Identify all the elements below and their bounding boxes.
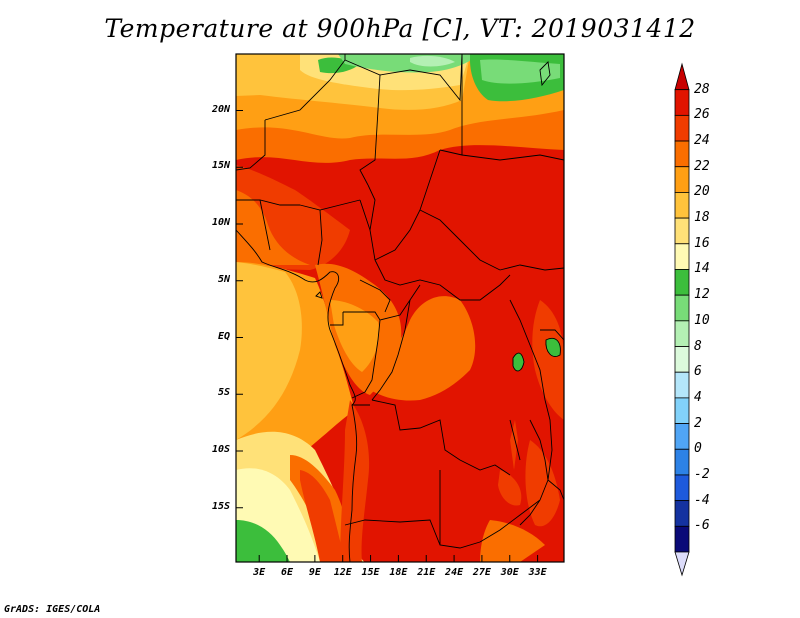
lon-tick-label: 27E xyxy=(472,567,491,578)
lat-tick-label: 10S xyxy=(211,444,230,455)
longitude-ticks xyxy=(258,555,539,562)
colorbar-label: 14 xyxy=(694,261,710,277)
colorbar-swatch xyxy=(674,89,690,116)
colorbar-swatch xyxy=(674,294,690,322)
colorbar-label: 10 xyxy=(694,312,710,328)
colorbar-label: 26 xyxy=(694,107,710,123)
lon-tick-label: 3E xyxy=(253,567,266,578)
colorbar-label: 24 xyxy=(694,133,710,149)
lon-tick-label: 33E xyxy=(528,567,547,578)
lon-tick-label: 24E xyxy=(445,567,464,578)
colorbar-swatch xyxy=(674,114,690,142)
chart-title: Temperature at 900hPa [C], VT: 201903141… xyxy=(104,14,696,43)
colorbar-label: 18 xyxy=(694,210,710,226)
colorbar-swatch xyxy=(674,269,690,296)
colorbar-swatch xyxy=(674,243,690,270)
colorbar-label: 20 xyxy=(694,184,710,200)
colorbar-swatch xyxy=(674,474,690,502)
colorbar-swatch xyxy=(674,320,690,347)
colorbar xyxy=(674,62,690,577)
colorbar-label: 8 xyxy=(694,338,702,354)
lat-tick-label: 5N xyxy=(217,273,230,285)
colorbar-label: 12 xyxy=(694,287,710,303)
lon-tick-label: 15E xyxy=(361,567,380,578)
colorbar-swatch xyxy=(674,397,690,424)
map-frame xyxy=(235,53,565,563)
lat-tick-label: 20N xyxy=(211,103,230,115)
colorbar-min-arrow xyxy=(674,551,690,577)
colorbar-swatch xyxy=(674,346,690,373)
lon-tick-label: 18E xyxy=(389,567,408,578)
colorbar-swatch xyxy=(674,423,690,450)
colorbar-swatch xyxy=(674,192,690,219)
lat-tick-label: 5S xyxy=(217,387,230,399)
colorbar-label: 2 xyxy=(694,415,702,431)
colorbar-swatch xyxy=(674,217,690,245)
lon-tick-label: 9E xyxy=(308,567,321,578)
colorbar-swatch xyxy=(674,371,690,399)
grads-credit: GrADS: IGES/COLA xyxy=(4,604,101,615)
colorbar-label: 22 xyxy=(694,158,710,174)
lat-tick-label: 15N xyxy=(211,160,230,172)
colorbar-swatch xyxy=(674,525,690,553)
colorbar-swatch xyxy=(674,166,690,193)
colorbar-swatch xyxy=(674,500,690,527)
latitude-ticks xyxy=(236,110,243,509)
colorbar-label: -4 xyxy=(694,492,710,508)
temperature-field xyxy=(236,54,564,562)
colorbar-label: 4 xyxy=(694,389,702,405)
colorbar-label: 16 xyxy=(694,235,710,251)
lat-tick-label: 10N xyxy=(211,217,230,228)
colorbar-max-arrow xyxy=(674,62,690,91)
lon-tick-label: 12E xyxy=(333,567,352,578)
colorbar-swatch xyxy=(674,140,690,168)
colorbar-label: -2 xyxy=(694,466,710,482)
lat-tick-label: 15S xyxy=(211,500,230,512)
lon-tick-label: 21E xyxy=(417,567,436,578)
colorbar-swatch xyxy=(674,448,690,476)
country-borders xyxy=(235,53,565,563)
colorbar-label: -6 xyxy=(694,518,710,534)
lat-tick-label: EQ xyxy=(217,330,230,342)
lon-tick-label: 6E xyxy=(281,567,294,578)
colorbar-label: 28 xyxy=(694,81,710,97)
colorbar-label: 6 xyxy=(694,364,702,380)
lon-tick-label: 30E xyxy=(500,567,519,578)
colorbar-label: 0 xyxy=(694,441,702,457)
